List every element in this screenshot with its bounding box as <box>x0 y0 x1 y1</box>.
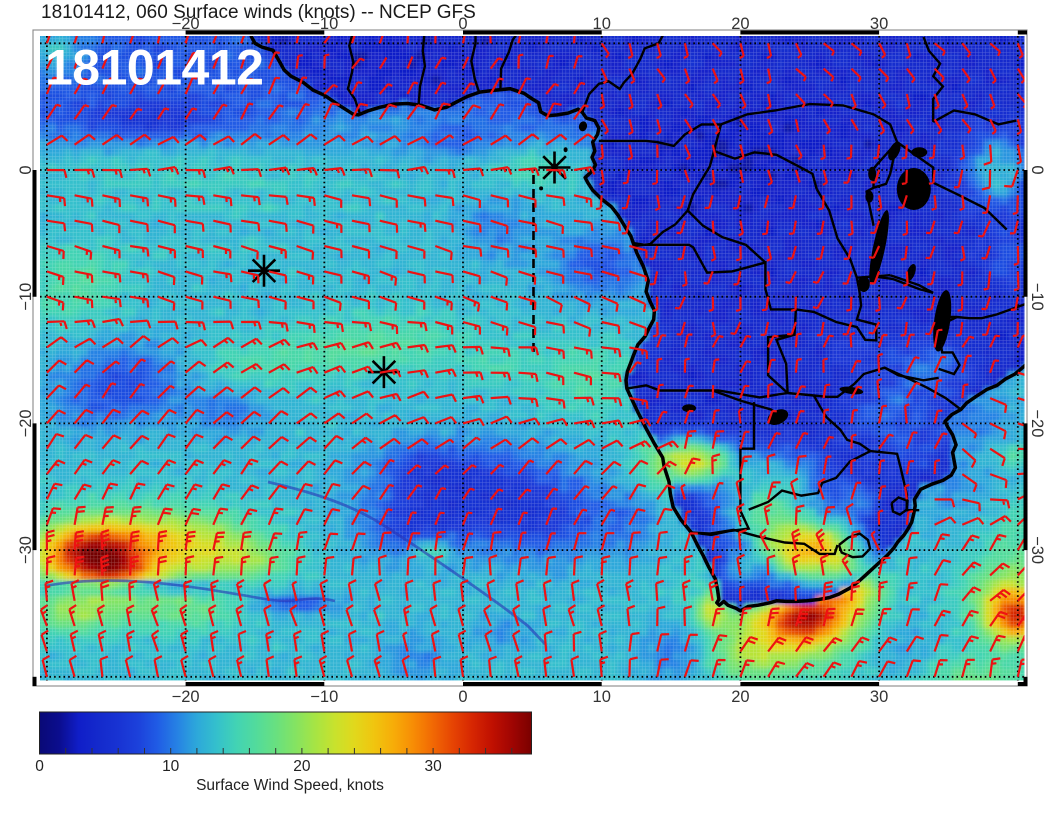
svg-text:18101412: 18101412 <box>45 40 263 96</box>
svg-text:−20: −20 <box>172 15 200 33</box>
svg-text:−10: −10 <box>310 688 338 706</box>
svg-text:0: 0 <box>458 15 467 33</box>
svg-text:30: 30 <box>870 15 888 33</box>
svg-text:−20: −20 <box>172 688 200 706</box>
svg-text:Surface Wind Speed, knots: Surface Wind Speed, knots <box>196 777 384 794</box>
svg-text:−20: −20 <box>1028 409 1046 437</box>
svg-text:0: 0 <box>458 688 467 706</box>
svg-text:0: 0 <box>35 758 44 775</box>
svg-text:10: 10 <box>593 688 611 706</box>
svg-text:−10: −10 <box>310 15 338 33</box>
svg-text:20: 20 <box>731 15 749 33</box>
svg-text:0: 0 <box>1028 165 1046 174</box>
svg-text:−30: −30 <box>17 536 35 564</box>
svg-text:10: 10 <box>162 758 180 775</box>
svg-text:−10: −10 <box>17 283 35 311</box>
svg-text:−30: −30 <box>1028 536 1046 564</box>
svg-text:30: 30 <box>424 758 442 775</box>
svg-text:30: 30 <box>870 688 888 706</box>
svg-text:20: 20 <box>293 758 311 775</box>
svg-text:10: 10 <box>593 15 611 33</box>
svg-text:−20: −20 <box>17 409 35 437</box>
svg-text:18101412, 060 Surface winds (k: 18101412, 060 Surface winds (knots) -- N… <box>41 2 476 23</box>
svg-text:20: 20 <box>731 688 749 706</box>
svg-text:0: 0 <box>17 165 35 174</box>
svg-text:−10: −10 <box>1028 283 1046 311</box>
